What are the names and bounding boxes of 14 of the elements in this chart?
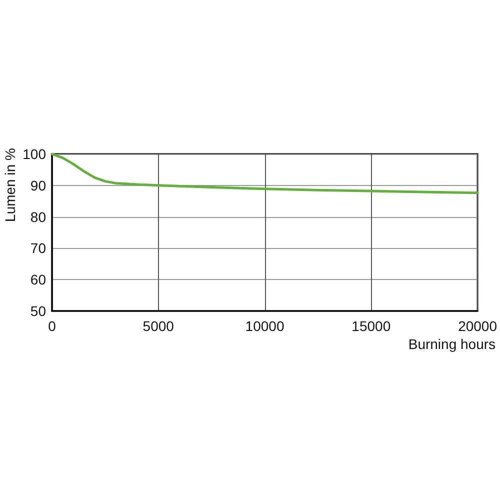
y-tick-label: 70	[30, 240, 46, 256]
x-tick-label: 5000	[142, 318, 174, 334]
y-tick-label: 90	[30, 177, 46, 194]
x-tick-label: 0	[48, 318, 56, 334]
y-tick-label: 50	[30, 303, 46, 319]
y-tick-label: 100	[22, 146, 46, 162]
y-tick-label: 60	[30, 272, 46, 288]
line-series	[50, 152, 479, 194]
x-tick-label: 20000	[458, 318, 498, 334]
y-tick-label: 80	[30, 208, 46, 225]
x-axis-title: Burning hours	[408, 336, 496, 352]
x-tick-label: 10000	[245, 318, 284, 334]
x-tick-label: 15000	[352, 318, 391, 334]
y-axis-title: Lumen in %	[2, 148, 18, 222]
